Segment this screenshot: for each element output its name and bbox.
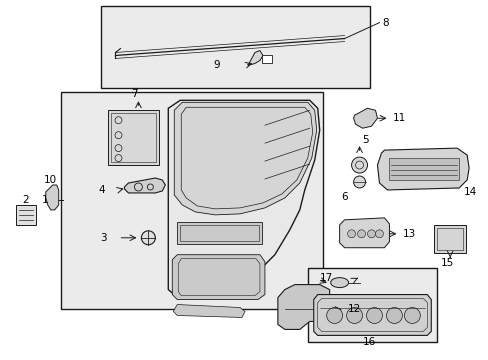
- Text: 4: 4: [99, 185, 105, 195]
- Bar: [16, 205, 36, 225]
- Text: 3: 3: [100, 233, 106, 243]
- Bar: [262, 55, 271, 63]
- Text: 17: 17: [319, 273, 332, 283]
- Polygon shape: [46, 185, 59, 210]
- Bar: [101, 6, 369, 88]
- Text: 16: 16: [362, 337, 375, 347]
- Bar: [180, 225, 259, 241]
- Text: 2: 2: [22, 195, 29, 205]
- Bar: [110, 113, 156, 162]
- Bar: [388, 158, 458, 180]
- Text: 5: 5: [362, 135, 368, 145]
- Circle shape: [326, 307, 342, 323]
- Bar: [177, 222, 262, 244]
- Circle shape: [366, 307, 382, 323]
- Circle shape: [346, 307, 362, 323]
- Text: 14: 14: [463, 187, 476, 197]
- Circle shape: [347, 230, 355, 238]
- Bar: [436, 228, 462, 250]
- Polygon shape: [377, 148, 468, 190]
- Polygon shape: [174, 102, 316, 215]
- Text: 11: 11: [392, 113, 405, 123]
- Text: 6: 6: [341, 192, 347, 202]
- Circle shape: [141, 231, 155, 245]
- Polygon shape: [339, 218, 388, 248]
- Circle shape: [367, 230, 375, 238]
- Polygon shape: [172, 255, 264, 300]
- Polygon shape: [353, 108, 377, 128]
- Bar: [433, 225, 465, 253]
- Polygon shape: [124, 178, 165, 193]
- Circle shape: [351, 157, 367, 173]
- Polygon shape: [313, 294, 430, 336]
- Polygon shape: [173, 305, 244, 318]
- Text: 1: 1: [42, 195, 49, 205]
- Circle shape: [353, 176, 365, 188]
- Circle shape: [404, 307, 420, 323]
- Text: 13: 13: [402, 229, 415, 239]
- Text: 12: 12: [347, 305, 360, 315]
- Polygon shape: [247, 50, 263, 66]
- Circle shape: [375, 230, 383, 238]
- Polygon shape: [277, 285, 329, 329]
- Polygon shape: [168, 100, 319, 296]
- Text: 7: 7: [131, 89, 138, 99]
- Bar: [107, 110, 159, 165]
- Text: 15: 15: [440, 258, 453, 268]
- Bar: [61, 92, 322, 310]
- Text: 8: 8: [382, 18, 388, 28]
- Circle shape: [357, 230, 365, 238]
- Ellipse shape: [330, 278, 348, 288]
- Bar: [307, 268, 436, 342]
- Circle shape: [386, 307, 402, 323]
- Text: 10: 10: [44, 175, 57, 185]
- Text: 9: 9: [213, 60, 220, 71]
